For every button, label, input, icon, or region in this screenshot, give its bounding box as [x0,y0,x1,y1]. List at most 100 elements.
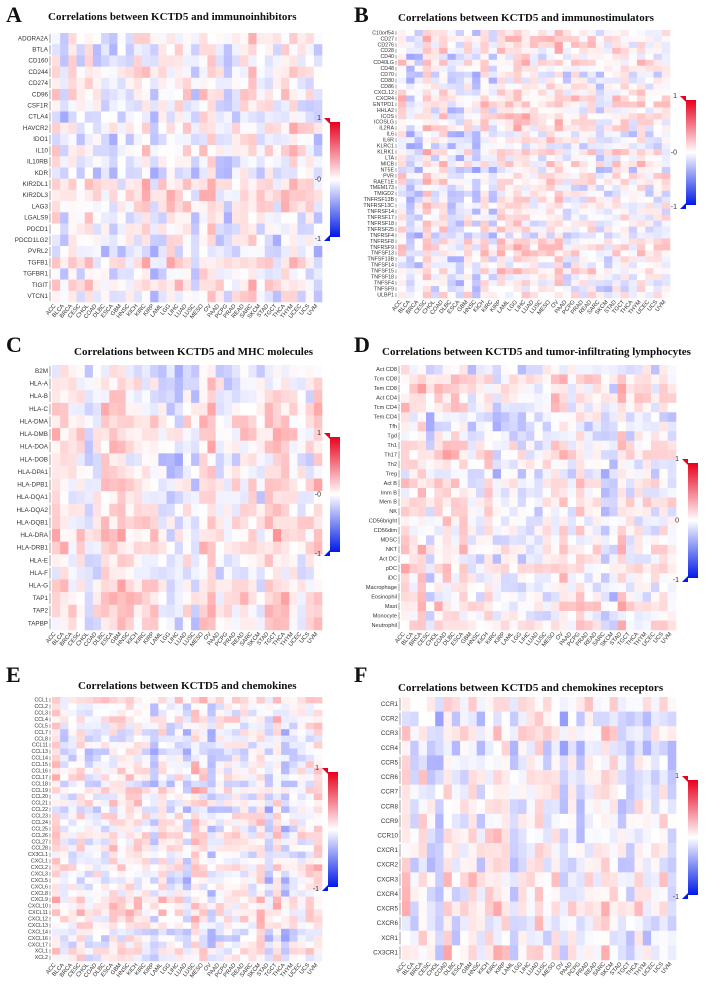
heatmap-cell [628,262,638,269]
heatmap-cell [584,582,593,593]
heatmap-cell [601,592,610,602]
heatmap-cell [439,143,448,150]
heatmap-cell [645,214,654,221]
heatmap-cell [653,107,663,114]
heatmap-cell [215,604,225,618]
heatmap-cell [529,238,539,245]
heatmap-cell [52,787,61,794]
heatmap-cell [562,166,572,174]
heatmap-cell [406,137,415,144]
heatmap-cell [480,202,489,209]
heatmap-cell [142,819,151,827]
heatmap-cell [542,497,552,508]
heatmap-cell [534,601,543,612]
heatmap-cell [509,573,518,583]
heatmap-cell [313,234,323,247]
heatmap-cell [215,257,225,269]
heatmap-cell [521,166,531,174]
heatmap-cell [430,77,440,84]
heatmap-cell [546,166,555,174]
heatmap-cell [579,268,588,275]
heatmap-cell [117,516,126,530]
heatmap-cell [182,617,192,631]
heatmap-cell [551,365,560,375]
heatmap-cell [117,503,126,517]
heatmap-cell [174,709,184,717]
heatmap-cell [272,55,282,67]
heatmap-cell [551,592,560,602]
heatmap-cell [401,402,410,413]
heatmap-cell [76,77,86,90]
heatmap-cell [447,166,456,174]
heatmap-cell [281,402,290,416]
heatmap-cell [240,111,249,123]
heatmap-cell [517,459,527,470]
heatmap-cell [289,33,298,45]
heatmap-cell [480,89,489,96]
heatmap-cell [571,196,580,204]
heatmap-cell [158,761,167,769]
heatmap-cell [579,256,588,263]
heatmap-cell [248,415,257,429]
heatmap-cell [297,722,306,730]
heatmap-cell [92,806,102,814]
heatmap-cell [313,604,323,618]
heatmap-cell [109,111,118,123]
heatmap-cell [467,554,477,565]
heatmap-cell [661,262,671,269]
heatmap-cell [272,825,282,833]
heatmap-cell [240,819,249,827]
heatmap-cell [232,223,241,236]
heatmap-cell [117,703,126,711]
row-label: Mem B [379,500,397,506]
heatmap-cell [406,107,415,114]
heatmap-cell [191,780,200,788]
heatmap-cell [463,280,473,287]
heatmap-cell [517,563,527,574]
heatmap-cell [562,83,572,90]
heatmap-cell [182,167,192,180]
heatmap-cell [653,119,663,126]
heatmap-cell [604,292,613,299]
heatmap-cell [68,453,77,467]
heatmap-cell [509,488,518,498]
heatmap-cell [488,244,498,251]
heatmap-cell [628,226,638,233]
heatmap-cell [158,290,167,303]
heatmap-cell [562,59,572,67]
heatmap-cell [76,234,86,247]
heatmap-cell [68,729,77,736]
heatmap-cell [142,415,151,429]
heatmap-cell [653,47,663,55]
heatmap-cell [488,95,498,102]
heatmap-cell [430,238,440,245]
heatmap-cell [191,697,200,704]
heatmap-cell [554,143,564,150]
heatmap-cell [223,793,233,801]
heatmap-cell [459,488,468,498]
heatmap-cell [117,579,126,593]
heatmap-cell [174,754,184,762]
heatmap-cell [281,465,290,479]
heatmap-cell [620,155,630,162]
heatmap-cell [609,469,618,479]
heatmap-cell [199,592,208,606]
heatmap-cell [60,257,69,269]
heatmap-cell [166,167,176,180]
heatmap-cell [305,516,315,530]
heatmap-cell [661,77,671,84]
heatmap-cell [620,137,630,144]
heatmap-cell [232,554,241,568]
heatmap-cell [439,65,448,72]
heatmap-cell [637,101,646,108]
heatmap-cell [659,535,668,546]
heatmap-cell [626,573,635,583]
heatmap-cell [256,735,266,743]
heatmap-cell [526,383,535,394]
heatmap-cell [480,196,489,204]
heatmap-cell [248,279,257,292]
heatmap-cell [142,440,151,454]
heatmap-cell [166,617,176,631]
heatmap-cell [313,290,323,303]
heatmap-cell [567,563,577,574]
